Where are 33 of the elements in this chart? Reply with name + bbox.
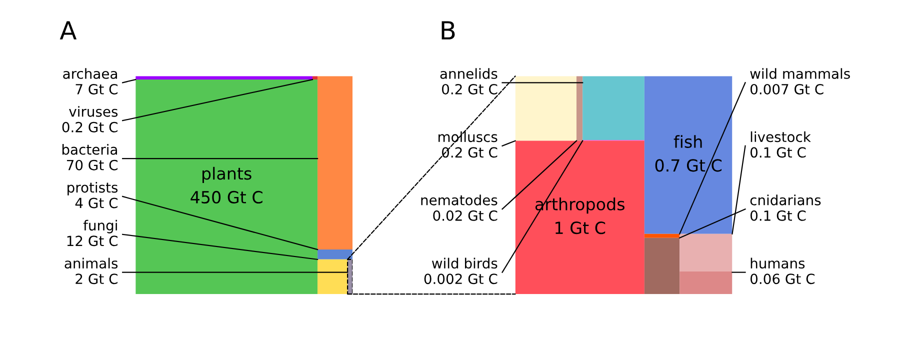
category-label: wild birds [432,258,498,269]
category-label: animals [64,258,118,269]
data-label: 70 Gt C [66,160,118,170]
category-label: nematodes [421,194,498,206]
data-label: 0.06 Gt C [750,274,815,284]
category-label: annelids [440,68,498,79]
data-label: 2 Gt C [76,274,118,284]
data-label: 450 Gt C [190,190,262,204]
data-label: 0.1 Gt C [750,147,806,158]
category-label: fish [674,135,702,148]
category-label: cnidarians [750,194,821,206]
data-label: 0.007 Gt C [750,84,824,94]
category-label: fungi [83,220,117,234]
data-label: 1 Gt C [556,222,606,234]
category-label: livestock [750,131,811,142]
text: B [442,21,455,40]
category-label: wild mammals [750,68,850,79]
data-label: 0.002 Gt C [424,274,498,284]
data-label: 0.2 Gt C [62,122,118,132]
category-label: humans [750,258,805,269]
category-label: plants [202,166,252,184]
category-label: bacteria [62,144,117,155]
text: A [60,21,77,40]
data-label: 7 Gt C [76,84,118,94]
data-label: 12 Gt C [67,236,118,246]
category-label: protists [68,182,118,196]
data-label: 4 Gt C [75,198,118,208]
data-label: 0.7 Gt C [655,159,722,172]
data-label: 0.02 Gt C [433,210,498,221]
data-label: 0.1 Gt C [750,210,806,221]
data-label: 0.2 Gt C [442,84,498,94]
category-label: archaea [63,68,117,79]
category-label: viruses [69,106,118,117]
